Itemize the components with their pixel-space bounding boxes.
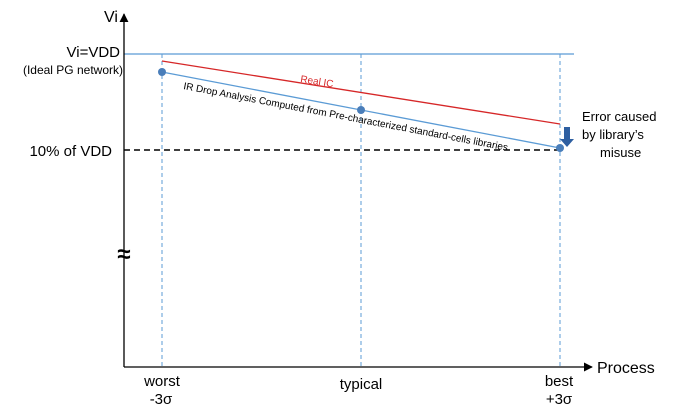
ten-percent-vdd-label: 10% of VDD bbox=[29, 143, 112, 160]
y-axis-title: Vi bbox=[104, 9, 118, 26]
error-note-line-3: misuse bbox=[600, 145, 641, 160]
x-axis-title: Process bbox=[597, 360, 655, 377]
error-arrow-icon bbox=[560, 127, 574, 147]
tick-label-typical: typical bbox=[340, 376, 383, 393]
series-line-real-ic bbox=[161, 60, 561, 125]
error-note-line-2: by library’s bbox=[582, 127, 644, 142]
data-point-best bbox=[556, 144, 564, 152]
series-label-real-ic: Real IC bbox=[300, 74, 335, 90]
tick-label-best: best bbox=[545, 373, 574, 390]
data-point-typical bbox=[357, 106, 365, 114]
vdd-sublabel: (Ideal PG network) bbox=[23, 63, 123, 77]
tick-label-worst: worst bbox=[143, 373, 181, 390]
tick-sublabel-best: +3σ bbox=[546, 391, 573, 406]
series-label-ir-drop-analysis: IR Drop Analysis Computed from Pre-chara… bbox=[182, 81, 508, 154]
data-point-worst bbox=[158, 68, 166, 76]
error-note-line-1: Error caused bbox=[582, 109, 656, 124]
tick-sublabel-worst: -3σ bbox=[150, 391, 173, 406]
axis-break-symbol: ≈ bbox=[117, 241, 130, 268]
vdd-label: Vi=VDD bbox=[67, 44, 121, 61]
